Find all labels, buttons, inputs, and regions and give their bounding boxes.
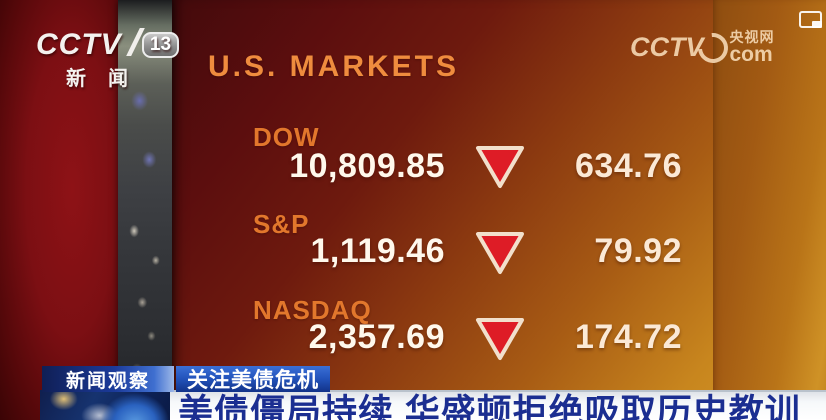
news-globe-graphic	[40, 390, 172, 420]
watermark-cctv-text: CCTV	[630, 32, 704, 62]
markets-board-background	[172, 0, 713, 420]
index-label: NASDAQ	[253, 295, 372, 325]
index-label: S&P	[253, 209, 310, 239]
channel-name-label: 新闻	[66, 68, 150, 90]
index-value: 2,357.69	[308, 318, 445, 356]
index-value: 1,119.46	[310, 232, 445, 270]
watermark-domain: com	[729, 43, 773, 66]
down-arrow-icon	[476, 232, 524, 274]
channel-number-badge: 13	[142, 32, 179, 58]
channel-bug: CCTV 13 新闻	[32, 26, 182, 90]
index-label: DOW	[253, 122, 320, 152]
index-change: 634.76	[575, 147, 682, 185]
cctv-com-watermark: CCTV 央视网 com	[630, 26, 775, 69]
cctv-logo: CCTV	[36, 28, 122, 61]
program-tag: 新闻观察	[42, 366, 174, 392]
studio-backdrop-right	[713, 0, 826, 420]
picture-in-picture-icon	[799, 11, 822, 28]
headline-bar: 美债僵局持续 华盛顿拒绝吸取历史教训	[170, 390, 826, 420]
watermark-site-name: 央视网	[729, 29, 775, 45]
headline-text: 美债僵局持续 华盛顿拒绝吸取历史教训	[178, 393, 801, 420]
trading-floor-video-strip	[118, 0, 172, 420]
topic-tag: 关注美债危机	[176, 366, 330, 392]
down-arrow-icon	[476, 146, 524, 188]
board-title: U.S. MARKETS	[208, 50, 460, 83]
studio-backdrop-left	[0, 0, 120, 420]
index-value: 10,809.85	[289, 147, 445, 185]
index-change: 174.72	[575, 318, 682, 356]
down-arrow-icon	[476, 318, 524, 360]
index-change: 79.92	[594, 232, 682, 270]
